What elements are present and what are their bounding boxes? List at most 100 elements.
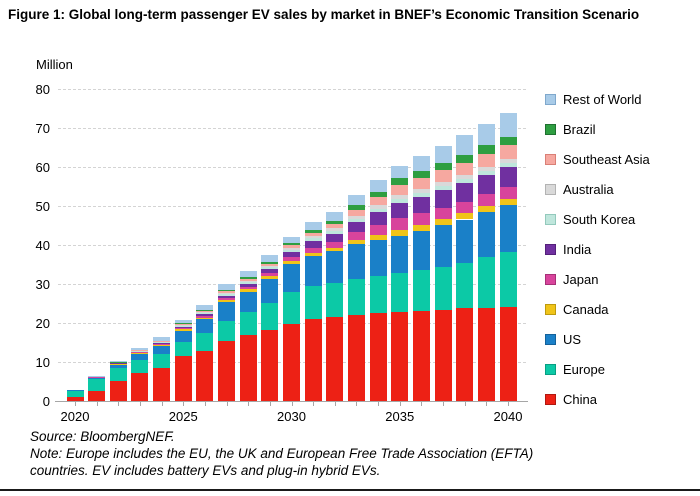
legend-label: Europe	[563, 361, 605, 377]
segment-2031-china	[304, 318, 322, 402]
segment-2030-rest-of-world	[283, 236, 300, 244]
legend-label: US	[563, 331, 582, 347]
bar-2024	[153, 337, 171, 402]
x-tick-2040	[508, 402, 509, 406]
segment-2034-us	[369, 239, 387, 276]
segment-2032-india	[326, 233, 344, 243]
bar-2022	[109, 361, 127, 402]
segment-2036-china	[412, 310, 430, 402]
segment-2031-japan	[304, 247, 322, 253]
y-tick-label-0: 0	[42, 394, 50, 409]
chart-legend: Rest of World Brazil Southeast Asia Austral…	[545, 84, 695, 414]
legend-swatch-icon	[545, 363, 556, 375]
segment-2023-japan	[131, 351, 149, 353]
x-tick-2038	[464, 402, 466, 406]
x-tick-2037	[443, 402, 445, 406]
segment-2040-australia	[499, 159, 517, 163]
segment-2037-canada	[434, 219, 452, 226]
segment-2025-australia	[174, 324, 192, 326]
segment-2036-us	[412, 230, 430, 271]
segment-2026-southeast-asia	[196, 310, 214, 313]
segment-2033-canada	[347, 239, 365, 245]
segment-2036-europe	[412, 270, 430, 311]
bar-2039	[477, 123, 495, 402]
segment-2030-south-korea	[283, 249, 300, 252]
segment-2037-rest-of-world	[434, 145, 452, 163]
segment-2038-europe	[456, 262, 474, 309]
segment-2028-southeast-asia	[239, 278, 257, 281]
y-tick-label-60: 60	[35, 160, 50, 175]
bottom-divider	[0, 489, 700, 491]
segment-2035-rest-of-world	[391, 165, 409, 179]
segment-2028-japan	[239, 286, 257, 290]
bar-2027	[218, 284, 236, 402]
segment-2023-us	[131, 353, 149, 360]
segment-2023-canada	[131, 352, 149, 354]
segment-2038-south-korea	[456, 179, 474, 184]
segment-2036-brazil	[412, 170, 430, 178]
segment-2037-australia	[434, 182, 452, 186]
segment-2037-brazil	[434, 162, 452, 171]
segment-2039-southeast-asia	[477, 153, 495, 167]
y-tick-label-20: 20	[35, 316, 50, 331]
segment-2023-europe	[131, 359, 149, 373]
segment-2037-china	[434, 309, 452, 402]
segment-2030-india	[283, 251, 300, 257]
segment-2031-europe	[304, 286, 322, 319]
x-tick-2032	[334, 402, 336, 406]
legend-label: India	[563, 241, 592, 257]
segment-2020-china	[66, 397, 84, 402]
segment-2034-rest-of-world	[369, 179, 387, 192]
segment-2034-canada	[369, 234, 387, 240]
segment-2025-us	[174, 330, 192, 343]
segment-2035-southeast-asia	[391, 184, 409, 196]
segment-2028-europe	[239, 311, 257, 335]
x-tick-2024	[161, 402, 163, 406]
segment-2037-europe	[434, 266, 452, 310]
x-tick-2021	[96, 402, 98, 406]
segment-2037-southeast-asia	[434, 170, 452, 183]
legend-item-europe: Europe	[545, 354, 695, 384]
segment-2039-india	[477, 174, 495, 195]
segment-2030-brazil	[283, 243, 300, 246]
segment-2029-canada	[261, 276, 279, 279]
legend-item-canada: Canada	[545, 294, 695, 324]
segment-2039-europe	[477, 257, 495, 308]
segment-2038-rest-of-world	[456, 135, 474, 155]
segment-2027-china	[218, 341, 236, 402]
bar-2036	[412, 155, 430, 402]
segment-2029-brazil	[261, 261, 279, 264]
segment-2033-europe	[347, 278, 365, 316]
x-tick-2029	[269, 402, 271, 406]
legend-item-south-korea: South Korea	[545, 204, 695, 234]
legend-swatch-icon	[545, 303, 556, 315]
bar-2025	[174, 319, 192, 402]
segment-2024-canada	[153, 345, 171, 347]
segment-2034-japan	[369, 224, 387, 235]
segment-2040-rest-of-world	[499, 113, 517, 137]
legend-swatch-icon	[545, 213, 556, 225]
segment-2031-rest-of-world	[304, 222, 322, 230]
segment-2033-rest-of-world	[347, 194, 365, 206]
y-axis-unit-label: Million	[36, 57, 73, 72]
segment-2023-rest-of-world	[131, 348, 149, 350]
segment-2021-rest-of-world	[88, 376, 106, 378]
plot-area	[58, 89, 526, 402]
segment-2040-us	[499, 205, 517, 252]
segment-2022-us	[109, 364, 127, 369]
segment-2036-southeast-asia	[412, 177, 430, 189]
segment-2026-rest-of-world	[196, 305, 214, 310]
segment-2024-europe	[153, 353, 171, 369]
segment-2029-south-korea	[261, 267, 279, 270]
segment-2030-japan	[283, 256, 300, 261]
segment-2026-china	[196, 350, 214, 402]
segment-2021-europe	[88, 379, 106, 392]
segment-2025-south-korea	[174, 325, 192, 327]
x-tick-label-2035: 2035	[385, 409, 415, 424]
segment-2035-canada	[391, 230, 409, 236]
segment-2026-us	[196, 319, 214, 334]
segment-2024-china	[153, 368, 171, 402]
segment-2024-southeast-asia	[153, 340, 171, 342]
segment-2024-japan	[153, 343, 171, 346]
